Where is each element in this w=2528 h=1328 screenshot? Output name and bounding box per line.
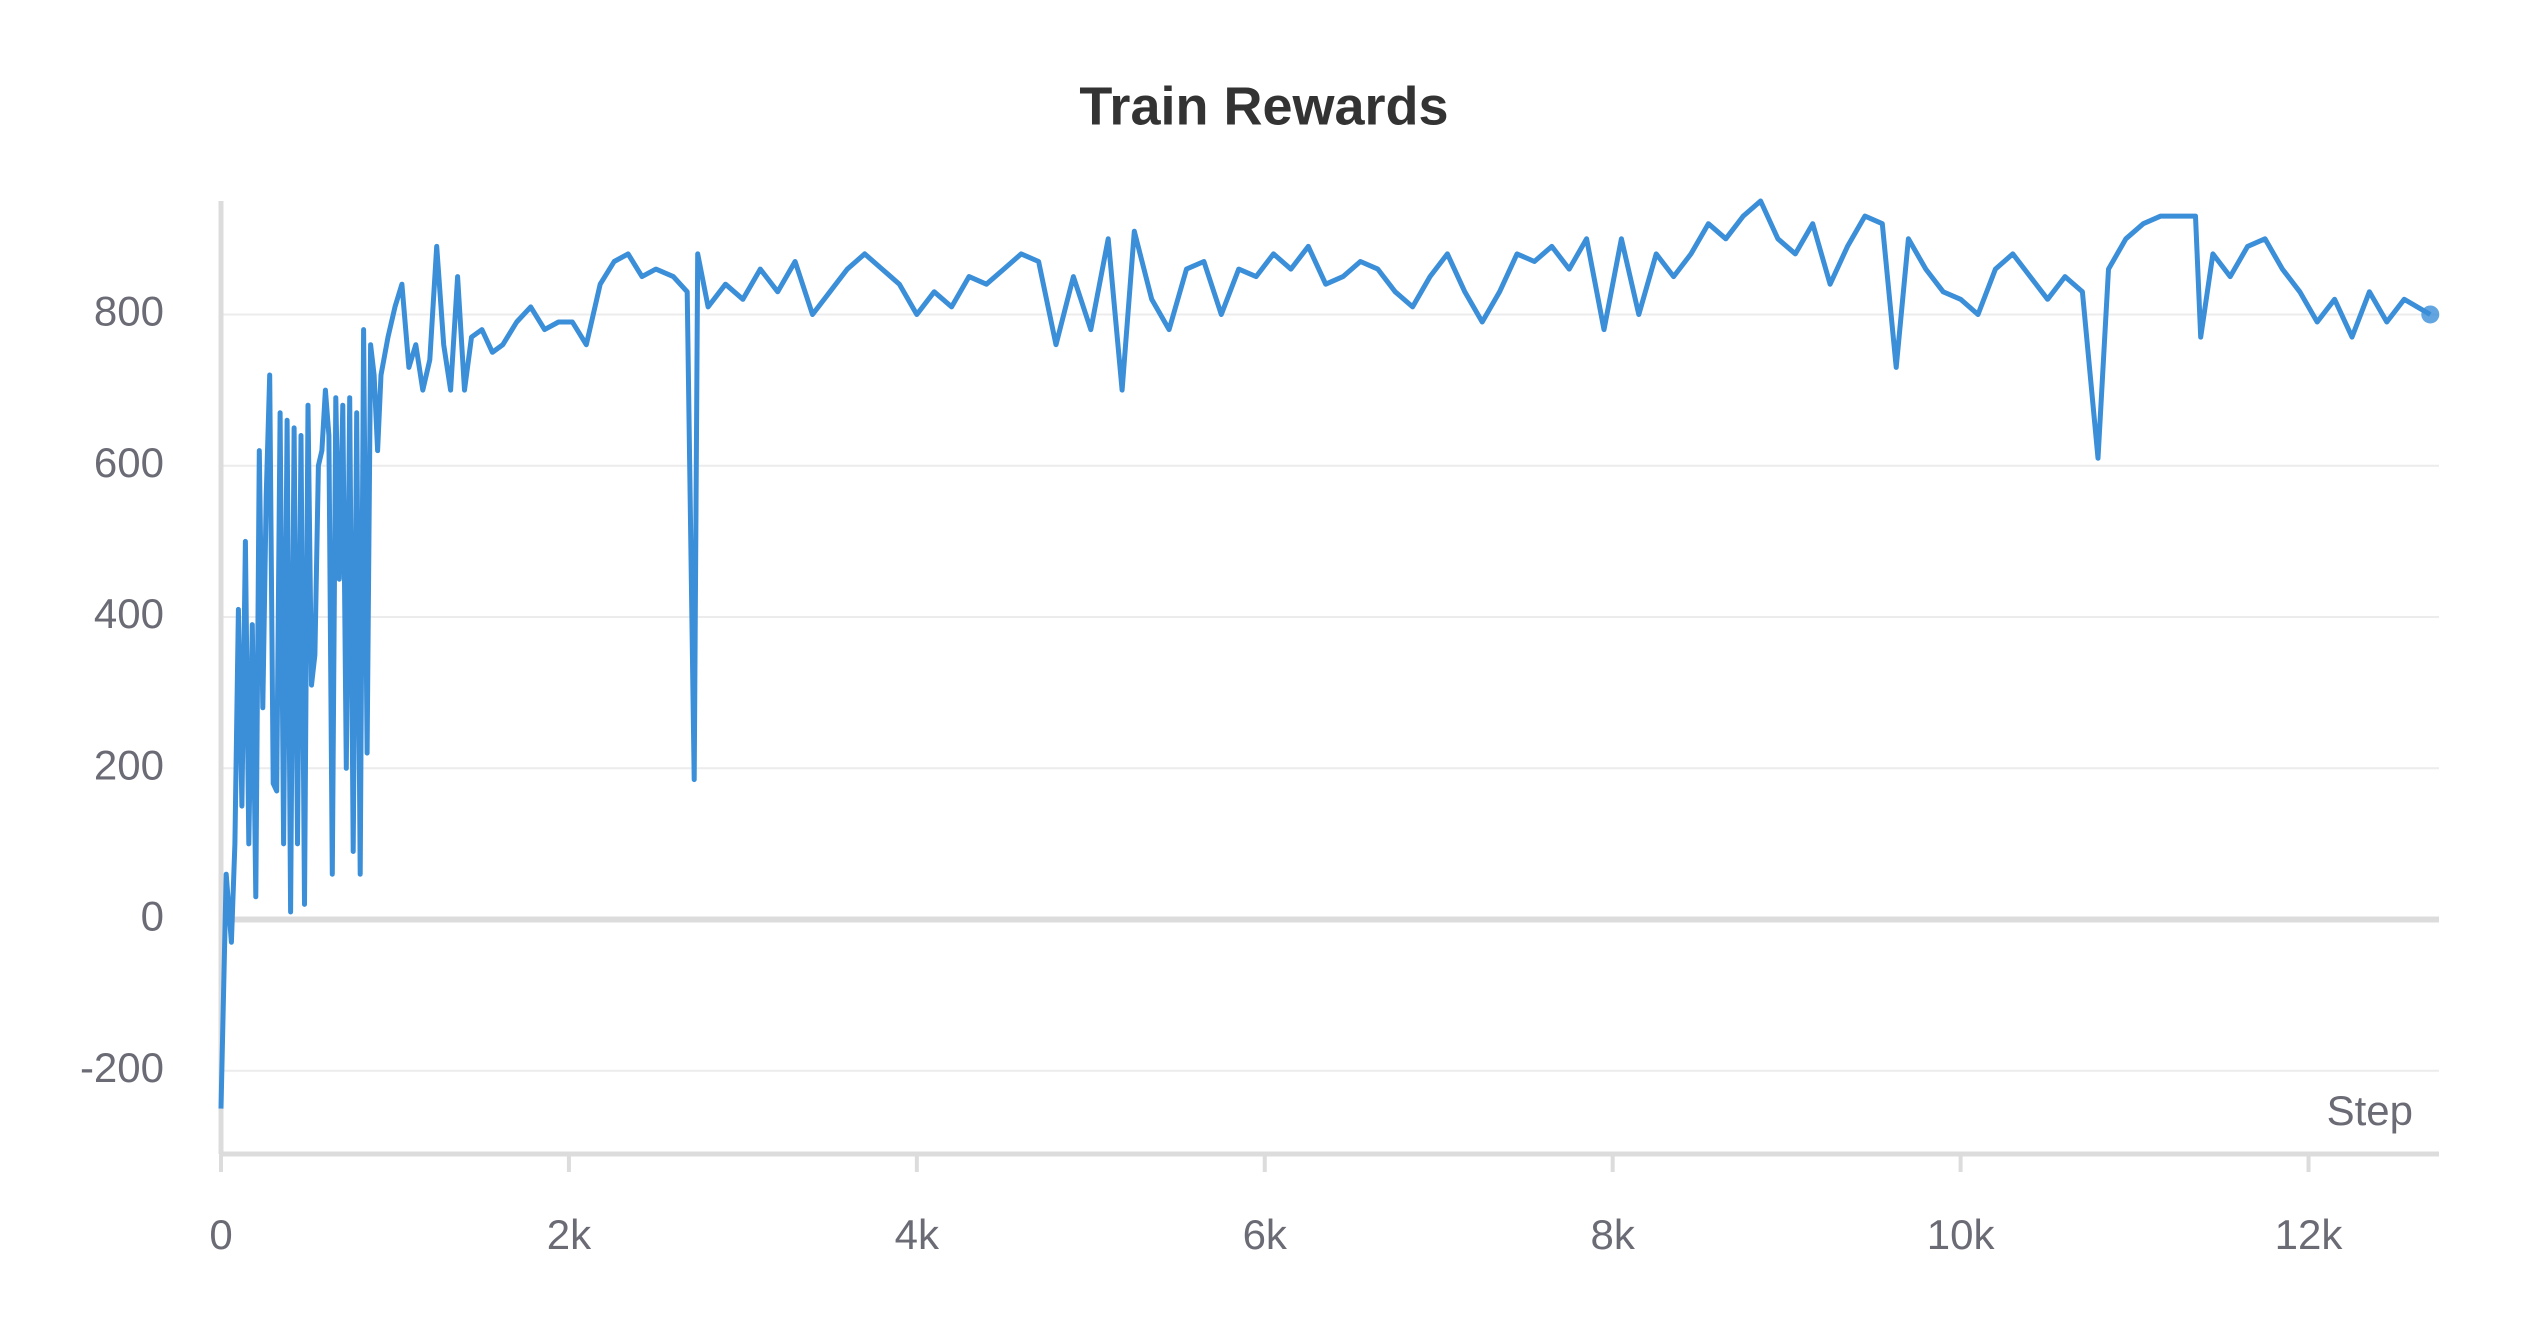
x-tick-label: 2k: [547, 1211, 592, 1258]
end-point: [2421, 305, 2440, 324]
y-tick-label: 400: [94, 590, 164, 637]
x-axis-label: Step: [2327, 1087, 2413, 1134]
y-tick-label: -200: [80, 1044, 164, 1091]
x-tick-label: 6k: [1243, 1211, 1288, 1258]
x-tick-label: 4k: [895, 1211, 940, 1258]
x-tick-label: 0: [209, 1211, 232, 1258]
y-tick-label: 800: [94, 288, 164, 335]
x-tick-label: 10k: [1927, 1211, 1996, 1258]
y-tick-label: 200: [94, 741, 164, 788]
chart-title: Train Rewards: [1079, 76, 1448, 136]
y-tick-label: 600: [94, 439, 164, 486]
x-tick-label: 12k: [2275, 1211, 2344, 1258]
x-tick-label: 8k: [1591, 1211, 1636, 1258]
y-tick-label: 0: [141, 893, 164, 940]
data-line: [218, 198, 2432, 1109]
